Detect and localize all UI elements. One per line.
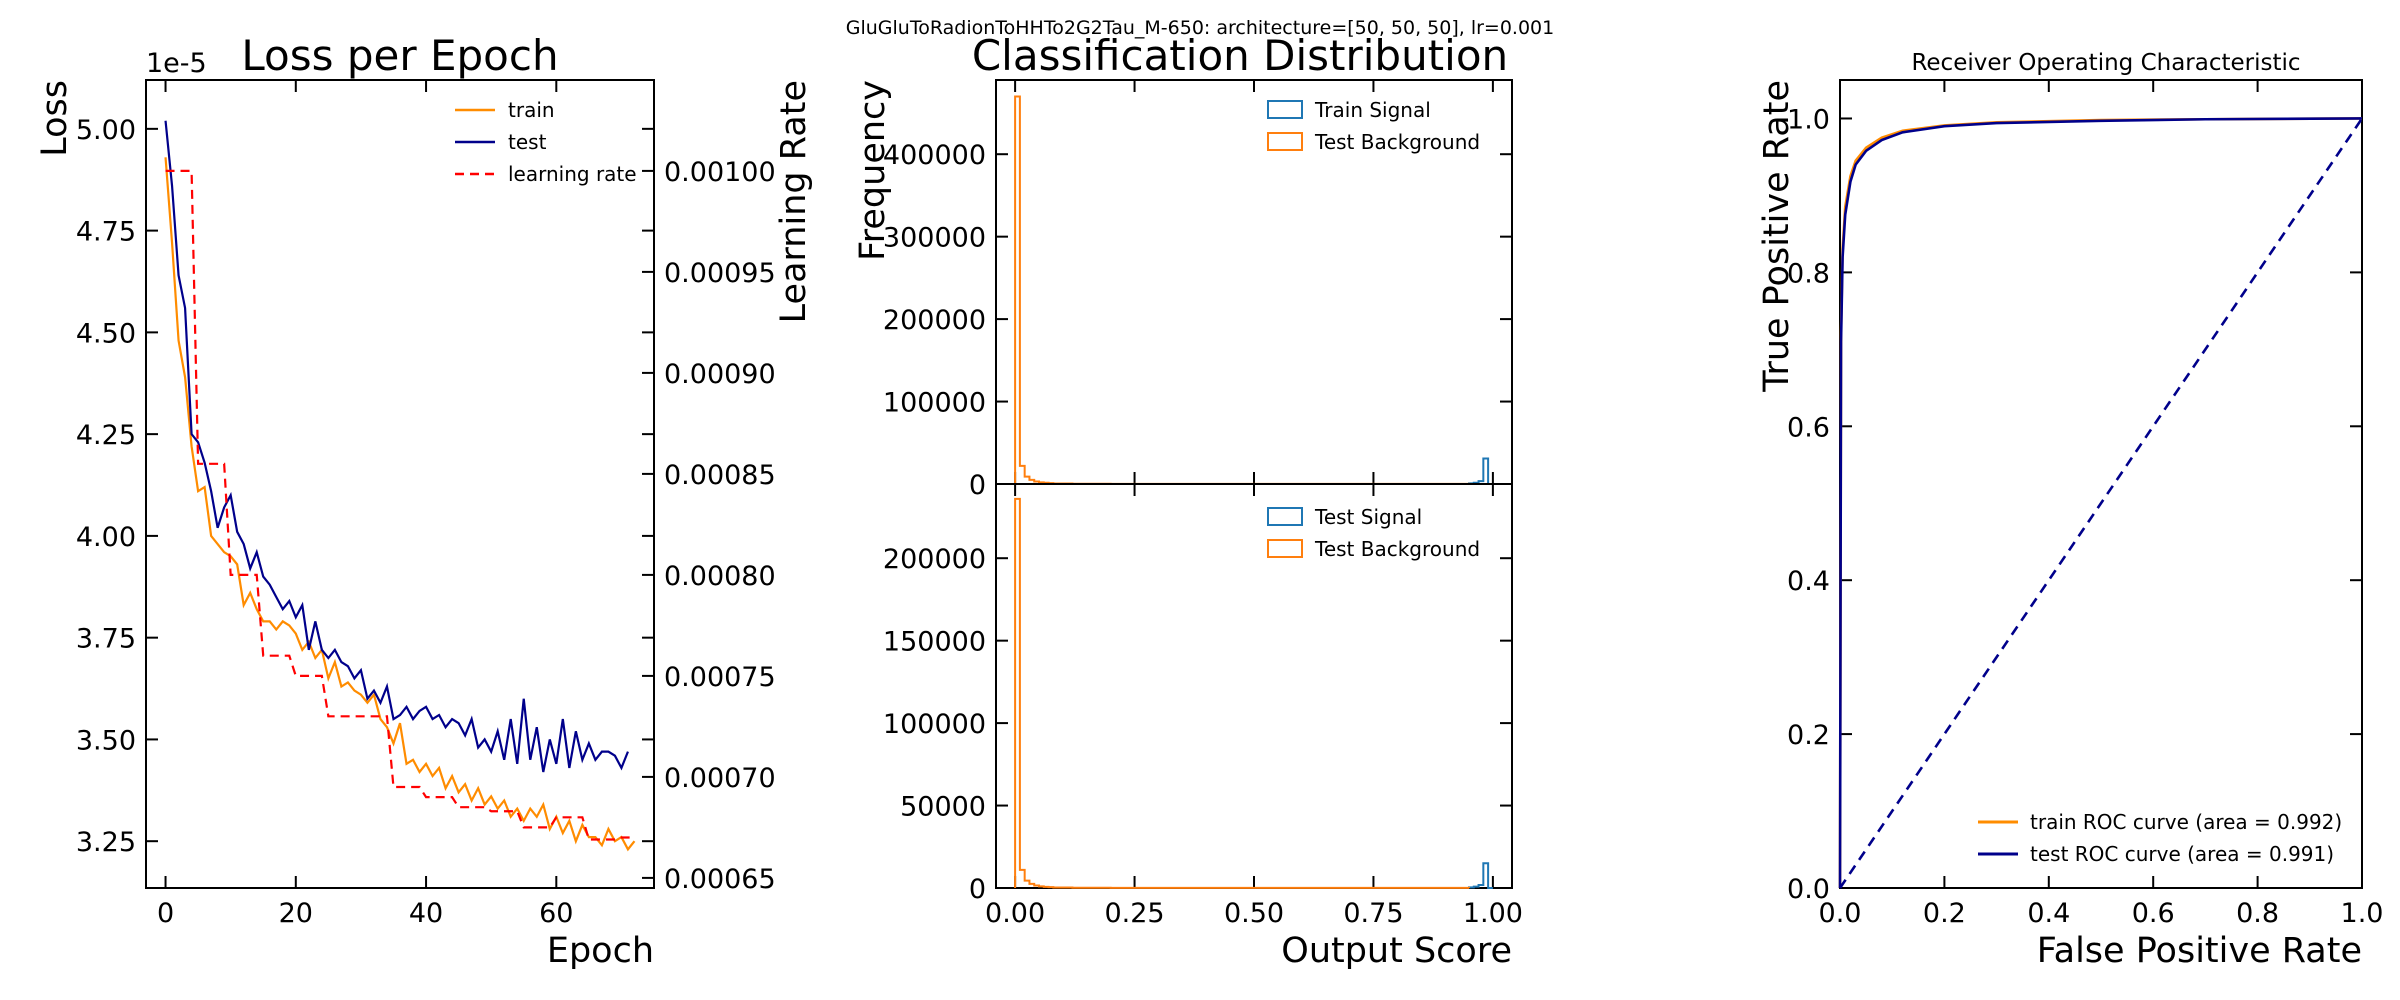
roc-xtick-label: 1.0	[2341, 898, 2384, 929]
roc-ytick-label: 0.0	[1787, 874, 1830, 905]
loss-chart-title: Loss per Epoch	[241, 31, 558, 80]
loss-chart: Loss per Epoch 1e-5 Loss Learning Rate E…	[35, 31, 814, 971]
loss-series-test	[164, 120, 629, 773]
loss-y2tick-label: 0.00100	[664, 157, 776, 188]
roc-axes-frame	[1839, 79, 2363, 889]
roc-y-axis-label: True Positive Rate	[1757, 80, 1797, 393]
loss-y-axis-label: Loss	[35, 80, 75, 157]
loss-legend: train test learning rate	[455, 98, 637, 186]
roc-ytick-label: 0.2	[1787, 720, 1830, 751]
loss-plot-area: 3.25 3.50 3.75 4.00 4.25 4.50 4.75 5.00 0.00065 0…	[76, 79, 776, 929]
histogram-test-background	[1014, 95, 1470, 485]
distribution-top-legend: Train Signal Test Background	[1267, 98, 1480, 154]
loss-ytick-label: 3.25	[76, 827, 136, 858]
roc-chart-title: Receiver Operating Characteristic	[1911, 50, 2300, 76]
roc-x-axis-label: False Positive Rate	[2037, 931, 2362, 971]
roc-xtick-label: 0.2	[1923, 898, 1966, 929]
distribution-bottom-legend: Test Signal Test Background	[1267, 505, 1480, 561]
roc-ytick-label: 1.0	[1787, 104, 1830, 135]
roc-ytick-label: 0.8	[1787, 258, 1830, 289]
loss-y2tick-label: 0.00080	[664, 561, 776, 592]
distribution-chart: Classification Distribution Frequency Ou…	[853, 31, 1523, 971]
roc-random-baseline	[1838, 117, 2364, 889]
distribution-bottom-ytick-label: 50000	[900, 792, 986, 823]
histogram-test-background	[1014, 497, 1470, 889]
distribution-bottom-xtick-label: 0.00	[985, 898, 1045, 929]
distribution-bottom-ytick-label: 100000	[883, 709, 986, 740]
legend-label-test-background-2: Test Background	[1314, 537, 1480, 561]
roc-series-test	[1838, 117, 2363, 889]
legend-label-train: train	[508, 98, 555, 122]
distribution-top-ytick-label: 100000	[883, 388, 986, 419]
roc-xtick-label: 0.4	[2027, 898, 2070, 929]
histogram-test-signal	[1468, 862, 1493, 889]
loss-ytick-label: 4.50	[76, 318, 136, 349]
loss-series-learning-rate	[165, 169, 635, 841]
distribution-bottom-xtick-label: 1.00	[1463, 898, 1523, 929]
legend-swatch-test-background	[1267, 132, 1303, 151]
loss-xtick-label: 40	[409, 898, 443, 929]
loss-offset-text: 1e-5	[146, 48, 207, 79]
loss-y2tick-label: 0.00065	[664, 864, 776, 895]
loss-y2tick-label: 0.00085	[664, 460, 776, 491]
histogram-train-signal	[1468, 457, 1493, 485]
roc-xtick-label: 0.6	[2132, 898, 2175, 929]
distribution-top-ytick-label: 200000	[883, 305, 986, 336]
legend-label-train-signal: Train Signal	[1314, 98, 1431, 122]
distribution-bottom-xtick-label: 0.75	[1343, 898, 1403, 929]
loss-y2tick-label: 0.00070	[664, 763, 776, 794]
distribution-x-axis-label: Output Score	[1281, 931, 1512, 971]
loss-ytick-label: 4.25	[76, 420, 136, 451]
legend-label-train-roc: train ROC curve (area = 0.992)	[2030, 810, 2342, 834]
legend-label-test-roc: test ROC curve (area = 0.991)	[2030, 842, 2334, 866]
loss-ytick-label: 3.50	[76, 725, 136, 756]
loss-y2tick-label: 0.00075	[664, 662, 776, 693]
distribution-bottom-ytick-label: 150000	[883, 627, 986, 658]
distribution-chart-title: Classification Distribution	[972, 31, 1508, 80]
distribution-bottom-xtick-label: 0.50	[1224, 898, 1284, 929]
loss-y2tick-label: 0.00095	[664, 258, 776, 289]
distribution-top-ytick-label: 300000	[883, 223, 986, 254]
distribution-bottom-plot-area: 0 50000 100000 150000 200000 0.00 0.25 0.50 0.75…	[883, 483, 1523, 929]
loss-x-axis-label: Epoch	[547, 931, 654, 971]
loss-ytick-label: 3.75	[76, 624, 136, 655]
legend-swatch-train-signal	[1267, 100, 1303, 119]
roc-plot-area: 0.0 0.2 0.4 0.6 0.8 1.0 0.0 0.2 0.4 0.6 0.8 1.0	[1787, 79, 2384, 929]
distribution-bottom-ytick-label: 200000	[883, 544, 986, 575]
distribution-top-ytick-label: 400000	[883, 140, 986, 171]
legend-label-test-background: Test Background	[1314, 130, 1480, 154]
roc-ytick-label: 0.6	[1787, 412, 1830, 443]
roc-xtick-label: 0.0	[1819, 898, 1862, 929]
legend-swatch-test-signal	[1267, 507, 1303, 526]
loss-xtick-label: 0	[157, 898, 174, 929]
loss-series-train	[164, 157, 636, 852]
distribution-y-axis-label: Frequency	[853, 80, 893, 261]
distribution-bottom-xtick-label: 0.25	[1104, 898, 1164, 929]
loss-ytick-label: 4.75	[76, 217, 136, 248]
legend-label-test-signal: Test Signal	[1314, 505, 1422, 529]
loss-ytick-label: 5.00	[76, 115, 136, 146]
roc-ytick-label: 0.4	[1787, 566, 1830, 597]
legend-label-test: test	[508, 130, 547, 154]
distribution-bottom-ytick-label: 0	[969, 874, 986, 905]
loss-xtick-label: 20	[279, 898, 313, 929]
roc-legend: train ROC curve (area = 0.992) test ROC …	[1978, 810, 2342, 866]
legend-swatch-test-background-2	[1267, 539, 1303, 558]
loss-axes-frame	[145, 79, 655, 889]
loss-y2tick-label: 0.00090	[664, 359, 776, 390]
distribution-top-ytick-label: 0	[969, 470, 986, 501]
loss-y2-axis-label: Learning Rate	[774, 80, 814, 323]
loss-ytick-label: 4.00	[76, 522, 136, 553]
roc-xtick-label: 0.8	[2236, 898, 2279, 929]
legend-label-learning-rate: learning rate	[508, 162, 637, 186]
roc-chart: Receiver Operating Characteristic True P…	[1757, 50, 2383, 971]
loss-xtick-label: 60	[539, 898, 573, 929]
figure-suptitle: GluGluToRadionToHHTo2G2Tau_M-650: archit…	[846, 17, 1554, 39]
